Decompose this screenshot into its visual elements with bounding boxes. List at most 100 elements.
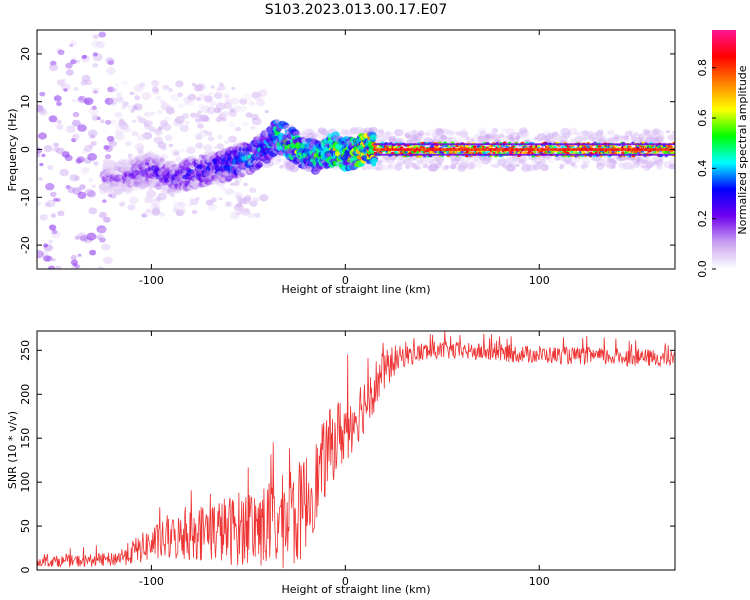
spectrogram-cell (580, 136, 586, 141)
spectrogram-cell (636, 155, 641, 159)
spectrogram-cell (461, 130, 468, 136)
spectrogram-cell (243, 182, 248, 187)
spectrogram-cell (103, 216, 111, 223)
spectrogram-cell (111, 87, 118, 93)
spectrogram-cell (410, 134, 419, 142)
spectrogram-cell (555, 133, 566, 142)
spectrogram-cell (118, 187, 123, 192)
spectrogram-cell (138, 183, 148, 190)
spectrogram-cell (624, 130, 633, 137)
spectrogram-cell (132, 166, 139, 171)
spectrogram-cell (103, 158, 111, 165)
spectrogram-cell (189, 112, 196, 118)
spectrogram-cell (191, 111, 200, 119)
spectrogram-cell (161, 188, 171, 196)
spectrogram-cell (96, 234, 104, 240)
spectrogram-cell (115, 187, 124, 195)
spectrogram-cell (457, 164, 467, 172)
spectrogram-cell (157, 127, 163, 132)
spectrogram-cell (48, 265, 55, 269)
spectrogram-cell (387, 165, 393, 171)
spectrogram-cell (119, 118, 124, 123)
spectrogram-cell (70, 254, 77, 261)
spectrogram-cell (662, 160, 672, 168)
spectrogram-cell (39, 91, 46, 97)
spectrogram-cell (195, 142, 204, 149)
spectrogram-cell (317, 131, 327, 139)
spectrogram-cell (411, 135, 419, 141)
spectrogram-cell (134, 155, 144, 163)
spectrogram-cell (208, 91, 213, 96)
spectrogram-cell (186, 146, 196, 155)
spectrogram-cell (206, 131, 213, 137)
spectrogram-cell (115, 160, 123, 166)
spectrogram-cell (386, 130, 391, 135)
spectrogram-cell (526, 163, 537, 172)
spectrogram-cell (117, 166, 125, 173)
spectrogram-cell (350, 127, 360, 135)
spectrogram-cell (305, 128, 314, 136)
spectrogram-cell (106, 186, 111, 190)
spectrogram-cell (540, 164, 549, 172)
spectrogram-cell (505, 128, 515, 136)
spectrogram-cell (644, 130, 651, 136)
spectrogram-cell (92, 63, 99, 68)
spectrogram-cell (223, 102, 233, 109)
spectrogram-cell (140, 184, 146, 188)
spectrogram-cell (115, 133, 126, 141)
spectrogram-cell (573, 156, 581, 163)
spectrogram-cell (120, 159, 128, 167)
spectrogram-cell (81, 74, 91, 82)
spectrogram-cell (388, 132, 394, 137)
spectrogram-cell (469, 161, 477, 168)
spectrogram-cell (507, 134, 514, 140)
spectrogram-cell (123, 187, 133, 195)
spectrogram-cell (119, 123, 129, 131)
spectrogram-cell (409, 162, 417, 168)
colorbar-gradient (712, 30, 736, 269)
spectrogram-cell (161, 146, 168, 151)
spectrogram-cell (116, 97, 124, 104)
spectrogram-cell (45, 144, 53, 151)
spectrogram-cell (669, 157, 675, 164)
spectrogram-cell (446, 129, 455, 137)
spectrogram-cell (137, 179, 144, 184)
spectrogram-cell (117, 183, 123, 188)
spectrogram-cell (104, 97, 114, 105)
spectrogram-cell (198, 104, 205, 109)
spectrogram-cell (385, 155, 396, 163)
spectrogram-cell (388, 135, 397, 143)
spectrogram-cell (409, 137, 419, 145)
spectrogram-cell (57, 49, 65, 56)
spectrogram-cell (132, 105, 139, 110)
spectrogram-cell (197, 124, 204, 129)
spectrogram-cell (144, 196, 153, 204)
spectrogram-cell (108, 166, 117, 174)
spectrogram-cell (208, 203, 217, 211)
spectrogram-cell (73, 86, 79, 92)
spectrogram-cell (454, 156, 461, 162)
spectrogram-cell (396, 155, 406, 163)
spectrogram-cell (633, 132, 639, 137)
spectrogram-cell (160, 99, 166, 105)
spectrogram-cell (143, 122, 149, 126)
spectrogram-cell (229, 211, 240, 220)
spectrogram-cell (216, 109, 222, 113)
spectrogram-cell (516, 132, 521, 136)
spectrogram-cell (52, 142, 59, 148)
colorbar-tick-label: 0.2 (696, 210, 709, 228)
spectrogram-cell (428, 163, 439, 172)
spectrogram-cell (409, 137, 419, 145)
spectrogram-cell (583, 161, 588, 165)
spectrogram-cell (250, 113, 259, 121)
spectrogram-cell (340, 129, 348, 135)
spectrogram-cell (101, 187, 107, 192)
spectrogram-cell (57, 79, 66, 87)
spectrogram-cell (406, 139, 413, 145)
spectrogram-cell (207, 150, 216, 157)
spectrogram-cell (109, 181, 118, 188)
spectrogram-cell (404, 133, 411, 139)
spectrogram-cell (649, 134, 657, 140)
spectrogram-cell (207, 136, 215, 142)
